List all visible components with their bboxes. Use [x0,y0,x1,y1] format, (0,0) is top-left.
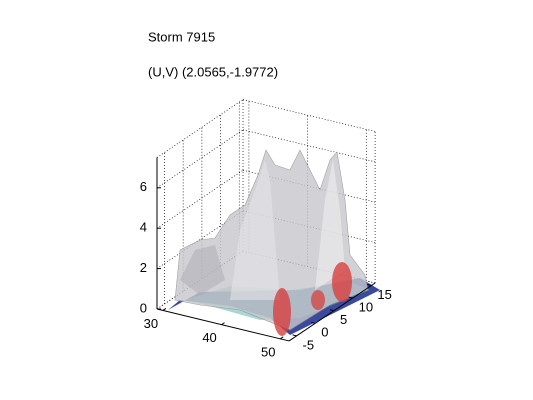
isosurface-shade [180,245,225,295]
z-grid-line [156,169,244,229]
y-tick [348,296,353,299]
y-tick-label: -5 [303,337,315,352]
x-tick-label: 30 [144,316,158,331]
x-tick [162,308,167,311]
isosurface-highlight [230,160,280,300]
x-tick [279,336,284,340]
y-axis [288,282,376,342]
z-tick-label: 6 [140,179,147,194]
y-tick [329,309,335,312]
isosurface [168,149,380,336]
z-grid-line [156,210,244,269]
z-tick-label: 4 [140,220,147,235]
y-tick-label: 15 [377,287,391,302]
y-tick [292,334,297,337]
chart-title: Storm 7915 [148,29,215,44]
y-tick-label: 0 [321,325,328,340]
wall-edge [156,99,244,158]
y-tick [311,321,316,324]
x-tick-label: 40 [202,330,216,345]
chart-subtitle: (U,V) (2.0565,-1.9772) [148,64,278,79]
x-tick-label: 50 [261,344,275,359]
y-tick-label: 10 [359,300,373,315]
z-tick-label: 0 [140,300,147,315]
y-tick [367,284,372,286]
x-axis [156,308,290,342]
z-tick-label: 2 [140,260,147,275]
x-tick [221,322,225,326]
y-tick-label: 5 [340,312,347,327]
high-region [311,290,325,310]
high-region [332,262,352,302]
isosurface-highlight [315,160,345,290]
z-grid-line [156,129,244,189]
high-region [273,288,291,336]
